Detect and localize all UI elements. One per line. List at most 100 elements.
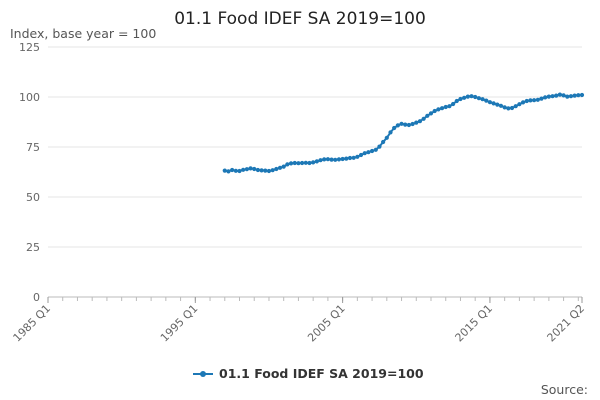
data-point[interactable] <box>252 166 257 172</box>
data-point[interactable] <box>425 113 430 118</box>
data-point[interactable] <box>369 148 375 154</box>
data-point[interactable] <box>362 151 367 156</box>
data-point[interactable] <box>480 97 485 102</box>
data-point[interactable] <box>288 161 294 166</box>
data-point[interactable] <box>358 152 364 158</box>
data-point[interactable] <box>543 95 548 100</box>
data-point[interactable] <box>255 167 261 173</box>
data-point[interactable] <box>266 168 272 174</box>
data-point[interactable] <box>388 130 393 135</box>
data-point[interactable] <box>233 168 238 173</box>
data-point[interactable] <box>421 116 426 121</box>
data-point[interactable] <box>311 160 316 165</box>
data-point[interactable] <box>399 121 404 126</box>
y-tick-label: 125 <box>19 41 40 54</box>
data-point[interactable] <box>524 98 529 104</box>
data-point[interactable] <box>576 93 581 98</box>
data-point[interactable] <box>491 101 496 106</box>
data-point[interactable] <box>561 93 566 98</box>
data-point[interactable] <box>322 157 327 162</box>
data-point[interactable] <box>436 107 441 112</box>
data-point[interactable] <box>546 94 551 99</box>
data-point[interactable] <box>351 155 356 160</box>
data-point[interactable] <box>373 147 378 152</box>
data-point[interactable] <box>410 121 415 127</box>
legend[interactable]: 01.1 Food IDEF SA 2019=100 <box>193 366 424 381</box>
data-point[interactable] <box>336 157 342 162</box>
data-point[interactable] <box>340 156 345 162</box>
data-point[interactable] <box>532 98 537 103</box>
data-point[interactable] <box>484 98 489 103</box>
data-point[interactable] <box>300 160 305 166</box>
data-point[interactable] <box>568 94 574 99</box>
data-point[interactable] <box>451 101 456 107</box>
data-point[interactable] <box>554 93 559 98</box>
data-point[interactable] <box>502 105 507 110</box>
data-point[interactable] <box>414 120 419 125</box>
data-point[interactable] <box>443 104 448 110</box>
data-point[interactable] <box>314 159 319 164</box>
data-point[interactable] <box>325 157 330 162</box>
data-point[interactable] <box>565 94 570 99</box>
data-point[interactable] <box>270 168 275 173</box>
data-point[interactable] <box>274 166 279 172</box>
data-point[interactable] <box>465 94 470 99</box>
data-point[interactable] <box>535 97 540 102</box>
data-point[interactable] <box>292 160 297 166</box>
data-point[interactable] <box>248 166 253 171</box>
data-point[interactable] <box>347 155 353 161</box>
data-point[interactable] <box>355 154 360 159</box>
data-point[interactable] <box>230 167 235 173</box>
data-point[interactable] <box>366 150 371 155</box>
data-point[interactable] <box>473 94 478 100</box>
data-point[interactable] <box>237 168 242 174</box>
data-point[interactable] <box>517 102 522 107</box>
data-point[interactable] <box>513 104 518 109</box>
data-point[interactable] <box>377 144 382 149</box>
data-point[interactable] <box>539 96 544 101</box>
data-point[interactable] <box>329 157 334 162</box>
data-point[interactable] <box>296 161 301 166</box>
data-point[interactable] <box>226 169 231 174</box>
data-point[interactable] <box>333 157 338 162</box>
data-point[interactable] <box>509 105 515 111</box>
data-point[interactable] <box>381 139 386 145</box>
data-point[interactable] <box>417 119 423 124</box>
data-point[interactable] <box>222 168 227 173</box>
data-point[interactable] <box>572 93 577 98</box>
data-point[interactable] <box>403 122 408 127</box>
data-point[interactable] <box>506 106 511 111</box>
data-point[interactable] <box>458 96 463 102</box>
data-point[interactable] <box>462 95 467 100</box>
data-point[interactable] <box>318 158 323 163</box>
data-point[interactable] <box>384 135 389 140</box>
data-point[interactable] <box>244 167 249 172</box>
data-point[interactable] <box>454 98 459 104</box>
data-point[interactable] <box>263 168 268 173</box>
data-point[interactable] <box>285 162 290 167</box>
data-point[interactable] <box>528 98 533 103</box>
data-point[interactable] <box>344 156 349 161</box>
data-point[interactable] <box>487 100 493 105</box>
data-point[interactable] <box>241 167 246 172</box>
data-point[interactable] <box>432 108 437 114</box>
data-point[interactable] <box>392 125 397 131</box>
data-point[interactable] <box>307 160 312 166</box>
data-point[interactable] <box>498 103 504 108</box>
data-point[interactable] <box>557 92 563 97</box>
data-point[interactable] <box>495 102 500 107</box>
data-point[interactable] <box>520 100 526 105</box>
data-point[interactable] <box>579 92 585 98</box>
data-point[interactable] <box>277 165 283 170</box>
data-point[interactable] <box>439 106 445 111</box>
data-point[interactable] <box>469 94 474 99</box>
data-point[interactable] <box>395 123 400 128</box>
data-point[interactable] <box>406 122 412 128</box>
data-point[interactable] <box>259 168 264 173</box>
data-point[interactable] <box>476 96 481 101</box>
data-point[interactable] <box>550 94 555 99</box>
data-point[interactable] <box>281 164 286 169</box>
data-point[interactable] <box>428 111 434 116</box>
data-point[interactable] <box>447 104 452 109</box>
data-point[interactable] <box>303 160 308 165</box>
